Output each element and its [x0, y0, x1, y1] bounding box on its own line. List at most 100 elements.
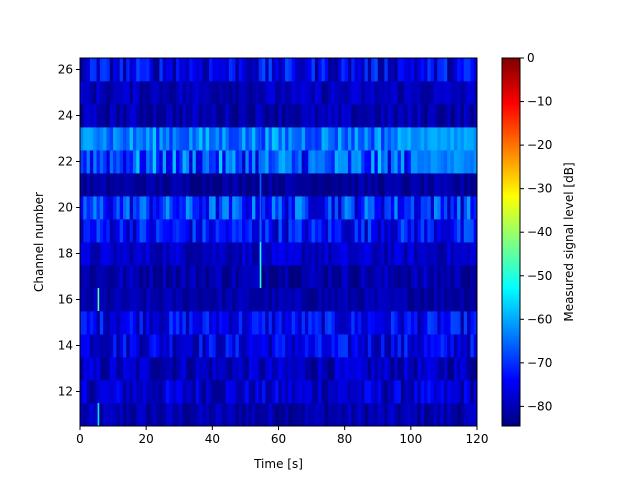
heatmap-cell	[248, 150, 253, 174]
heatmap-cell	[232, 311, 236, 335]
heatmap-cell	[371, 242, 375, 266]
heatmap-cell	[328, 196, 332, 220]
heatmap-cell	[271, 81, 276, 105]
heatmap-cell	[318, 150, 322, 174]
heatmap-cell	[83, 242, 88, 266]
heatmap-cell	[139, 334, 144, 358]
heatmap-cell	[390, 196, 395, 220]
heatmap-cell	[80, 81, 84, 105]
heatmap-cell	[278, 334, 283, 358]
heatmap-cell	[424, 127, 428, 151]
heatmap-cell	[146, 334, 150, 358]
heatmap-cell	[252, 380, 256, 404]
heatmap-cell	[301, 288, 306, 312]
heatmap-cell	[225, 196, 230, 220]
heatmap-cell	[209, 58, 213, 82]
heatmap-cell	[473, 311, 478, 335]
heatmap-cell	[308, 219, 312, 243]
heatmap-cell	[106, 357, 111, 381]
heatmap-cell	[430, 403, 435, 427]
heatmap-cell	[390, 58, 395, 82]
heatmap-cell	[440, 150, 445, 174]
heatmap-cell	[265, 104, 269, 128]
heatmap-cell	[175, 403, 180, 427]
heatmap-cell	[242, 242, 246, 266]
heatmap-cell	[364, 242, 369, 266]
heatmap-cell	[377, 311, 382, 335]
heatmap-cell	[152, 311, 157, 335]
heatmap-cell	[440, 288, 445, 312]
heatmap-cell	[427, 81, 432, 105]
heatmap-cell	[265, 58, 269, 82]
heatmap-cell	[308, 380, 312, 404]
heatmap-cell	[311, 357, 316, 381]
heatmap-cell	[232, 357, 236, 381]
heatmap-cell	[261, 403, 266, 427]
heatmap-cell	[447, 104, 451, 128]
heatmap-cell	[175, 58, 180, 82]
heatmap-cell	[298, 403, 303, 427]
heatmap-cell	[463, 81, 468, 105]
heatmap-cell	[139, 58, 144, 82]
heatmap-cell	[430, 173, 435, 197]
heatmap-cell	[437, 334, 442, 358]
heatmap-cell	[179, 196, 183, 220]
heatmap-cell	[384, 150, 389, 174]
heatmap-cell	[371, 357, 375, 381]
heatmap-cell	[192, 242, 197, 266]
heatmap-cell	[324, 173, 329, 197]
heatmap-cell	[248, 242, 253, 266]
heatmap-cell	[417, 81, 422, 105]
heatmap-cell	[123, 150, 127, 174]
heatmap-cell	[318, 380, 322, 404]
heatmap-cell	[281, 81, 286, 105]
heatmap-cell	[182, 380, 187, 404]
heatmap-cell	[235, 357, 240, 381]
heatmap-cell	[430, 265, 435, 289]
heatmap-cell	[463, 58, 468, 82]
heatmap-cell	[175, 173, 180, 197]
heatmap-cell	[440, 196, 445, 220]
colorbar-ticks: 0−10−20−30−40−50−60−70−80	[520, 51, 552, 413]
heatmap-cell	[440, 380, 445, 404]
heatmap-cell	[384, 403, 389, 427]
heatmap-cell	[182, 311, 187, 335]
heatmap-cell	[261, 81, 266, 105]
heatmap-cell	[172, 265, 177, 289]
heatmap-cell	[473, 357, 478, 381]
heatmap-cell	[242, 173, 246, 197]
heatmap-cell	[99, 265, 104, 289]
heatmap-cell	[467, 196, 471, 220]
heatmap-cell	[209, 219, 213, 243]
heatmap-cell	[245, 403, 250, 427]
heatmap-cell	[420, 288, 425, 312]
heatmap-cell	[218, 334, 223, 358]
heatmap-cell	[136, 104, 140, 128]
heatmap-cell	[467, 127, 471, 151]
heatmap-cell	[268, 173, 273, 197]
heatmap-cell	[447, 288, 451, 312]
heatmap-cell	[364, 265, 369, 289]
heatmap-cell	[450, 288, 455, 312]
heatmap-cell	[394, 127, 398, 151]
heatmap-cell	[367, 242, 372, 266]
y-tick-label: 20	[58, 201, 73, 215]
heatmap-cell	[430, 288, 435, 312]
heatmap-cell	[443, 58, 448, 82]
heatmap-cell	[113, 81, 117, 105]
heatmap-cell	[242, 150, 246, 174]
heatmap-cell	[427, 357, 432, 381]
heatmap-cell	[169, 265, 174, 289]
heatmap-cell	[291, 334, 296, 358]
heatmap-cell	[103, 58, 107, 82]
heatmap-cell	[132, 242, 137, 266]
heatmap-cell	[364, 334, 369, 358]
heatmap-cell	[357, 173, 362, 197]
heatmap-cell	[384, 265, 389, 289]
heatmap-cell	[116, 311, 121, 335]
heatmap-cell	[410, 58, 415, 82]
heatmap-cell	[344, 81, 349, 105]
heatmap-cell	[440, 127, 445, 151]
heatmap-cell	[86, 334, 91, 358]
heatmap-cell	[192, 334, 197, 358]
